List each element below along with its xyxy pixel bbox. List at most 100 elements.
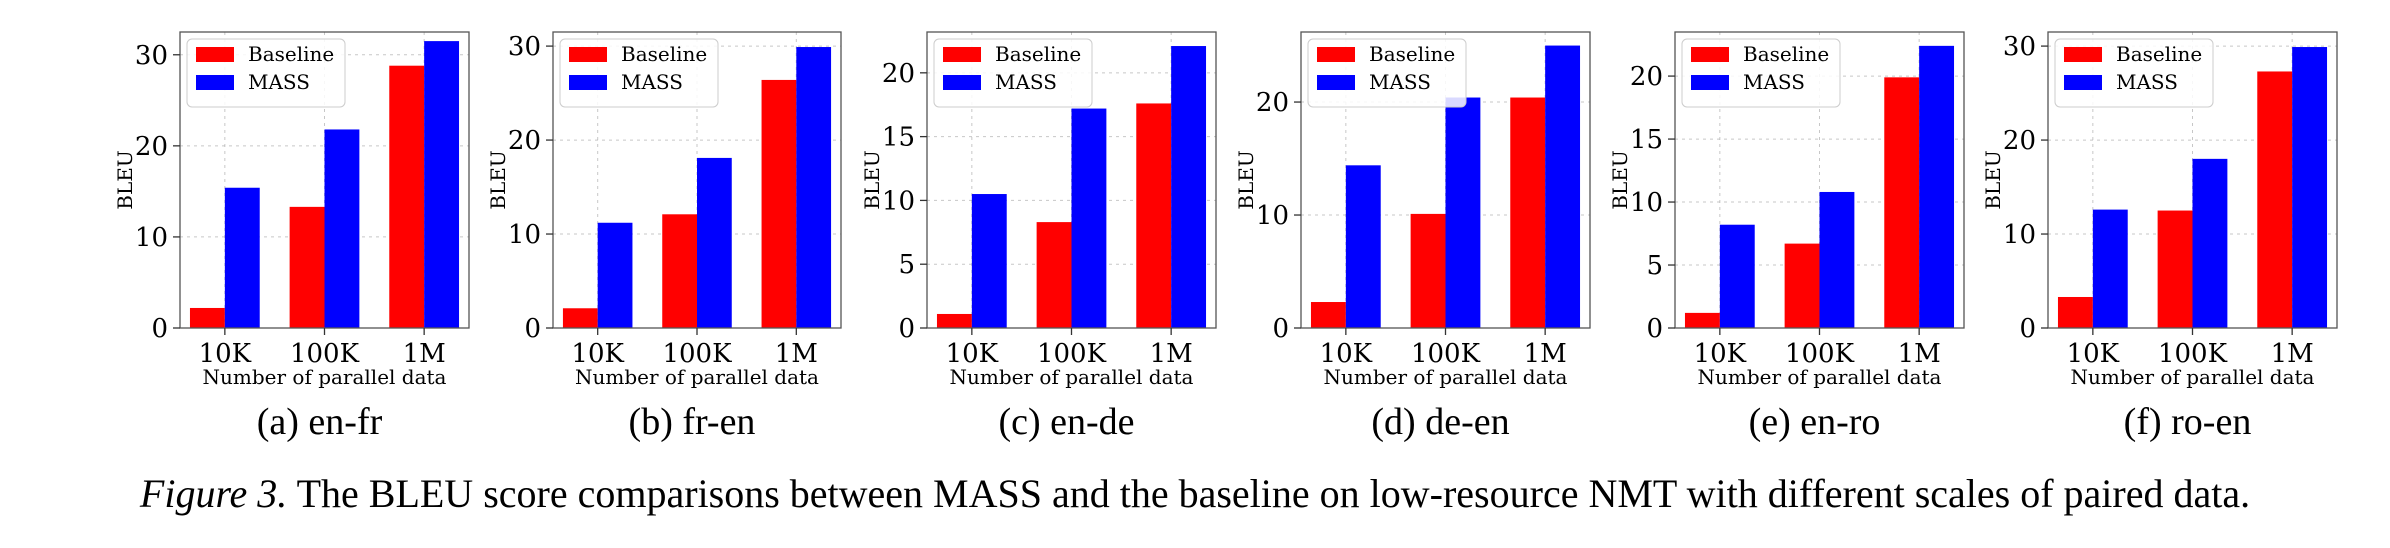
legend: Baseline MASS: [559, 38, 719, 108]
x-tick-label: 100K: [290, 339, 360, 369]
bar-baseline-10k: [1684, 312, 1720, 328]
y-tick-label: 20: [882, 59, 915, 89]
x-tick-label: 100K: [1785, 339, 1855, 369]
legend-swatch-baseline: [196, 47, 234, 62]
x-axis-label: Number of parallel data: [950, 365, 1194, 389]
y-tick-label: 20: [2003, 126, 2036, 156]
x-tick-label: 1M: [2271, 339, 2314, 369]
legend-swatch-baseline: [1317, 47, 1355, 62]
bar-mass-1m: [1171, 46, 1207, 328]
x-tick-label: 10K: [946, 339, 999, 369]
legend-label-mass: MASS: [995, 70, 1057, 94]
bar-baseline-100k: [2157, 210, 2193, 328]
legend: Baseline MASS: [2054, 38, 2214, 108]
x-tick-label: 100K: [1411, 339, 1481, 369]
bar-mass-10k: [597, 222, 633, 328]
bar-mass-1m: [2292, 47, 2328, 329]
y-tick-label: 30: [2003, 32, 2036, 62]
bar-baseline-1m: [1136, 103, 1172, 328]
y-tick-label: 10: [882, 186, 915, 216]
legend-swatch-mass: [196, 75, 234, 90]
subfigure-caption: (c) en-de: [998, 401, 1135, 443]
figure-caption-text: The BLEU score comparisons between MASS …: [287, 471, 2251, 516]
y-tick-label: 0: [524, 314, 541, 344]
x-axis-label: Number of parallel data: [203, 365, 447, 389]
bar-mass-1m: [424, 41, 460, 328]
y-tick-label: 5: [1646, 251, 1663, 281]
bar-mass-10k: [224, 187, 260, 328]
x-axis-label: Number of parallel data: [2071, 365, 2315, 389]
x-tick-label: 100K: [1037, 339, 1107, 369]
y-axis-label: BLEU: [860, 150, 884, 209]
y-tick-label: 15: [1630, 125, 1663, 155]
x-axis-label: Number of parallel data: [1324, 365, 1568, 389]
figure-label: Figure 3.: [139, 471, 288, 516]
legend-label-mass: MASS: [1369, 70, 1431, 94]
y-axis-label: BLEU: [113, 150, 137, 209]
y-axis-label: BLEU: [1608, 150, 1632, 209]
bar-baseline-10k: [2057, 296, 2093, 328]
bar-baseline-100k: [1410, 213, 1446, 328]
legend-swatch-mass: [569, 75, 607, 90]
y-tick-label: 0: [2019, 314, 2036, 344]
bar-baseline-100k: [1784, 243, 1820, 328]
x-tick-label: 10K: [1320, 339, 1373, 369]
legend-label-baseline: Baseline: [1369, 42, 1455, 66]
y-tick-label: 20: [508, 126, 541, 156]
legend-label-mass: MASS: [248, 70, 310, 94]
y-tick-label: 0: [151, 314, 168, 344]
bar-baseline-100k: [289, 206, 325, 328]
x-tick-label: 100K: [2158, 339, 2228, 369]
subfigure-caption: (f) ro-en: [2123, 401, 2252, 443]
y-axis-label: BLEU: [486, 150, 510, 209]
legend-swatch-mass: [943, 75, 981, 90]
x-axis-label: Number of parallel data: [575, 365, 819, 389]
subfigure-caption: (a) en-fr: [256, 401, 383, 443]
bar-mass-10k: [1345, 165, 1381, 328]
y-tick-label: 10: [508, 220, 541, 250]
bar-mass-100k: [1071, 108, 1107, 328]
x-tick-label: 10K: [1694, 339, 1747, 369]
bar-mass-100k: [324, 129, 360, 328]
x-axis-label: Number of parallel data: [1698, 365, 1942, 389]
legend-swatch-mass: [1691, 75, 1729, 90]
y-tick-label: 10: [135, 223, 168, 253]
bar-baseline-100k: [662, 214, 697, 328]
x-tick-label: 1M: [1150, 339, 1193, 369]
x-tick-label: 1M: [775, 339, 818, 369]
legend-label-mass: MASS: [1743, 70, 1805, 94]
x-tick-label: 1M: [403, 339, 446, 369]
x-tick-label: 10K: [2067, 339, 2120, 369]
x-tick-label: 1M: [1898, 339, 1941, 369]
y-axis-label: BLEU: [1981, 150, 2005, 209]
y-tick-label: 10: [1256, 201, 1289, 231]
subfigure-caption: (b) fr-en: [628, 401, 756, 443]
bar-mass-10k: [2092, 209, 2128, 328]
subfigure-caption: (e) en-ro: [1748, 401, 1881, 443]
legend: Baseline MASS: [186, 38, 346, 108]
legend-swatch-baseline: [569, 47, 607, 62]
y-tick-label: 30: [508, 32, 541, 62]
y-tick-label: 0: [1646, 314, 1663, 344]
legend-label-baseline: Baseline: [1743, 42, 1829, 66]
bar-mass-100k: [1819, 191, 1855, 328]
legend-label-mass: MASS: [2116, 70, 2178, 94]
bar-baseline-1m: [1884, 77, 1920, 328]
legend: Baseline MASS: [1307, 38, 1467, 108]
legend-swatch-baseline: [1691, 47, 1729, 62]
y-tick-label: 10: [1630, 188, 1663, 218]
x-tick-label: 100K: [662, 339, 732, 369]
bar-baseline-10k: [562, 308, 598, 328]
legend: Baseline MASS: [933, 38, 1093, 108]
bar-mass-1m: [1919, 45, 1955, 329]
bar-baseline-1m: [389, 65, 425, 329]
y-tick-label: 30: [135, 41, 168, 71]
y-tick-label: 10: [2003, 220, 2036, 250]
